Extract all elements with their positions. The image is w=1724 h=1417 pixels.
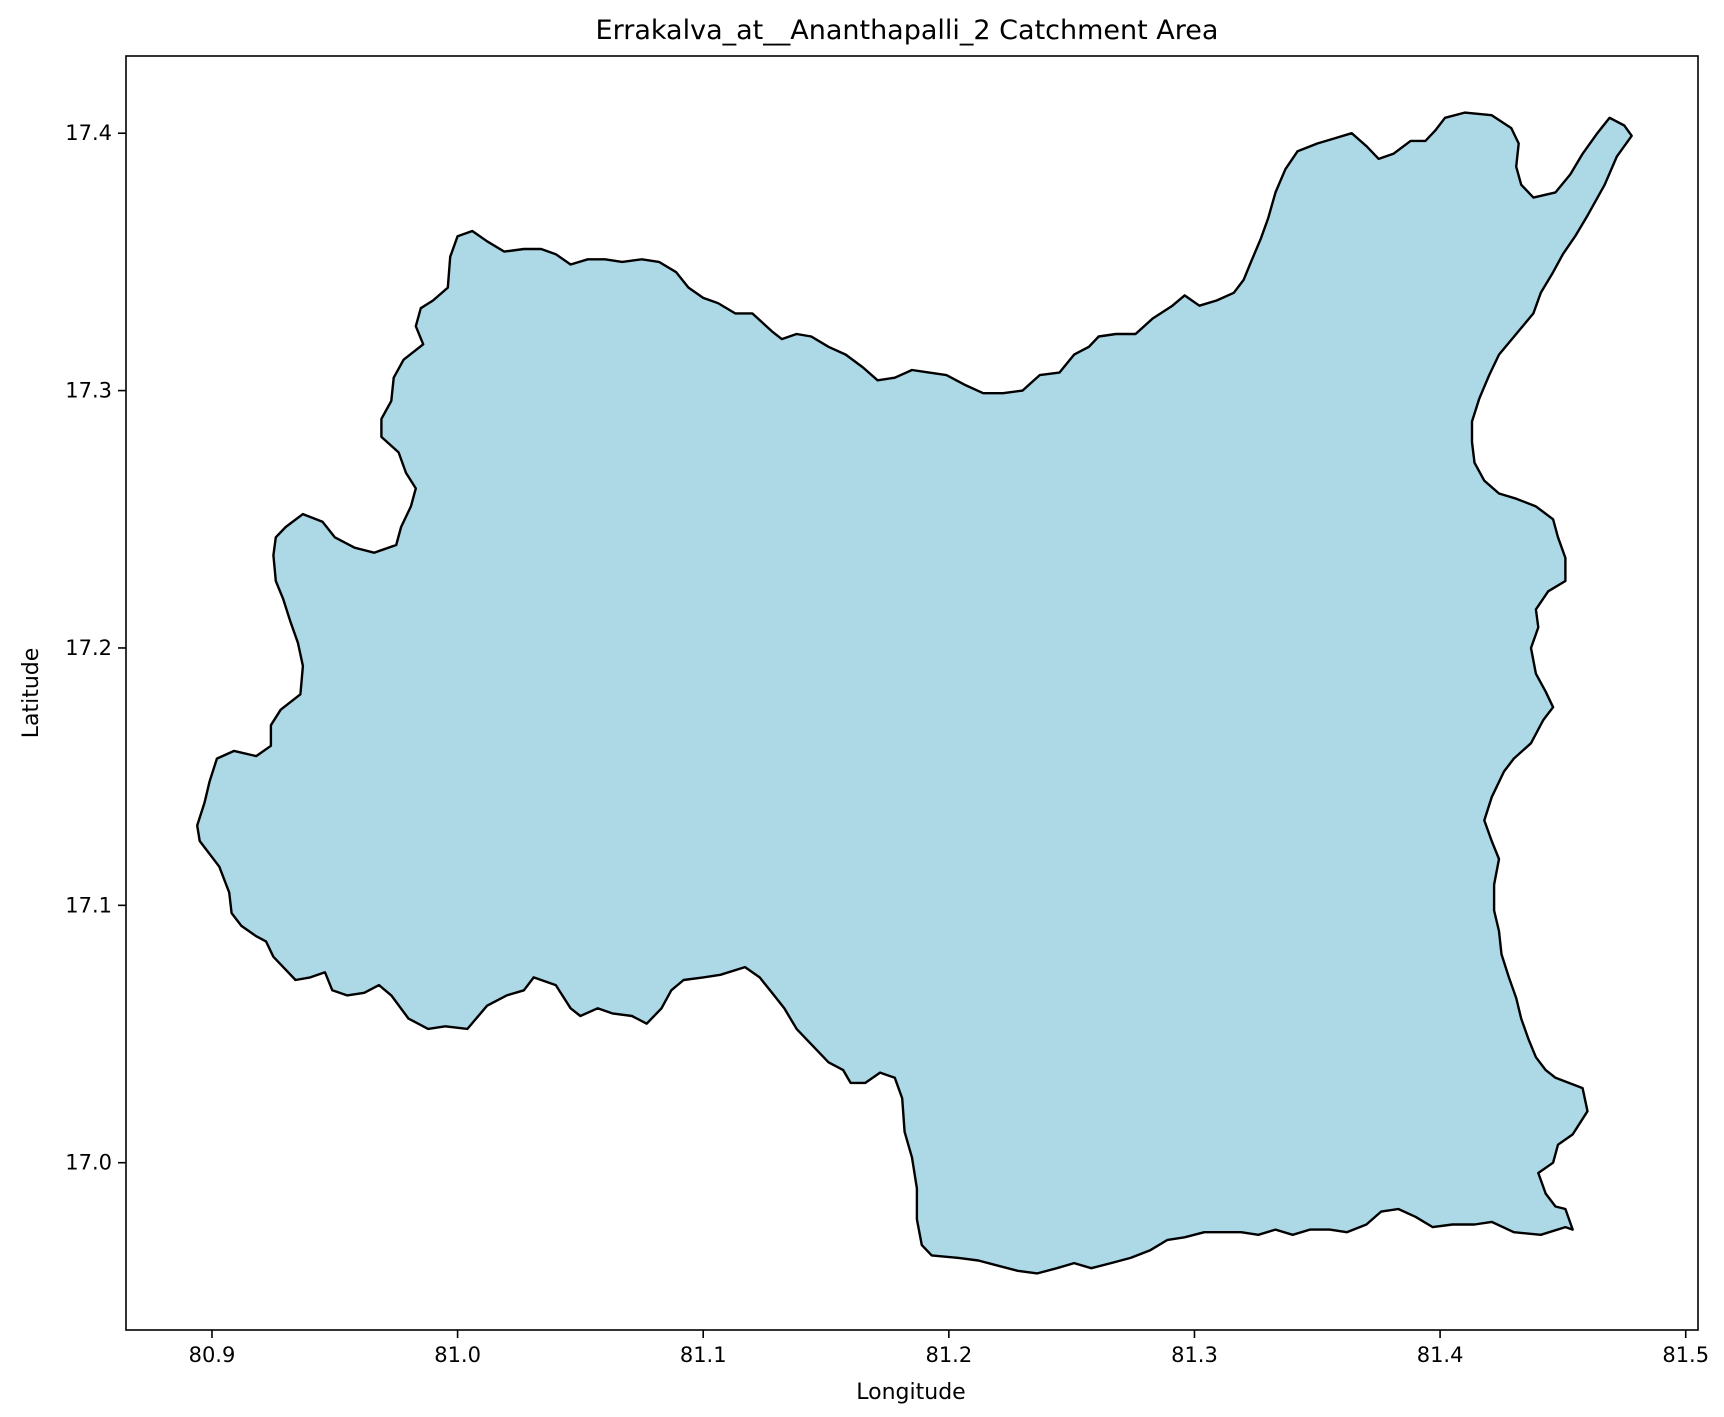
y-tick-label: 17.3 <box>65 379 112 403</box>
x-axis-label: Longitude <box>856 1380 965 1405</box>
x-tick-label: 81.3 <box>1171 1343 1218 1367</box>
y-tick-label: 17.4 <box>65 121 112 145</box>
x-tick-label: 81.0 <box>434 1343 481 1367</box>
y-tick-label: 17.0 <box>65 1151 112 1175</box>
x-tick-label: 81.4 <box>1417 1343 1464 1367</box>
y-axis-ticks: 17.0 17.1 17.2 17.3 17.4 <box>65 121 126 1175</box>
y-tick-label: 17.2 <box>65 636 112 660</box>
x-tick-label: 81.5 <box>1662 1343 1709 1367</box>
catchment-area-polygon <box>196 111 1633 1275</box>
x-axis-ticks: 80.9 81.0 81.1 81.2 81.3 81.4 81.5 <box>189 1330 1709 1367</box>
y-axis-label: Latitude <box>19 648 44 739</box>
plot-frame <box>125 55 1699 1331</box>
y-tick-label: 17.1 <box>65 893 112 917</box>
x-tick-label: 80.9 <box>189 1343 236 1367</box>
x-tick-label: 81.2 <box>925 1343 972 1367</box>
x-tick-label: 81.1 <box>680 1343 727 1367</box>
chart-title: Errakalva_at__Ananthapalli_2 Catchment A… <box>596 15 1219 46</box>
